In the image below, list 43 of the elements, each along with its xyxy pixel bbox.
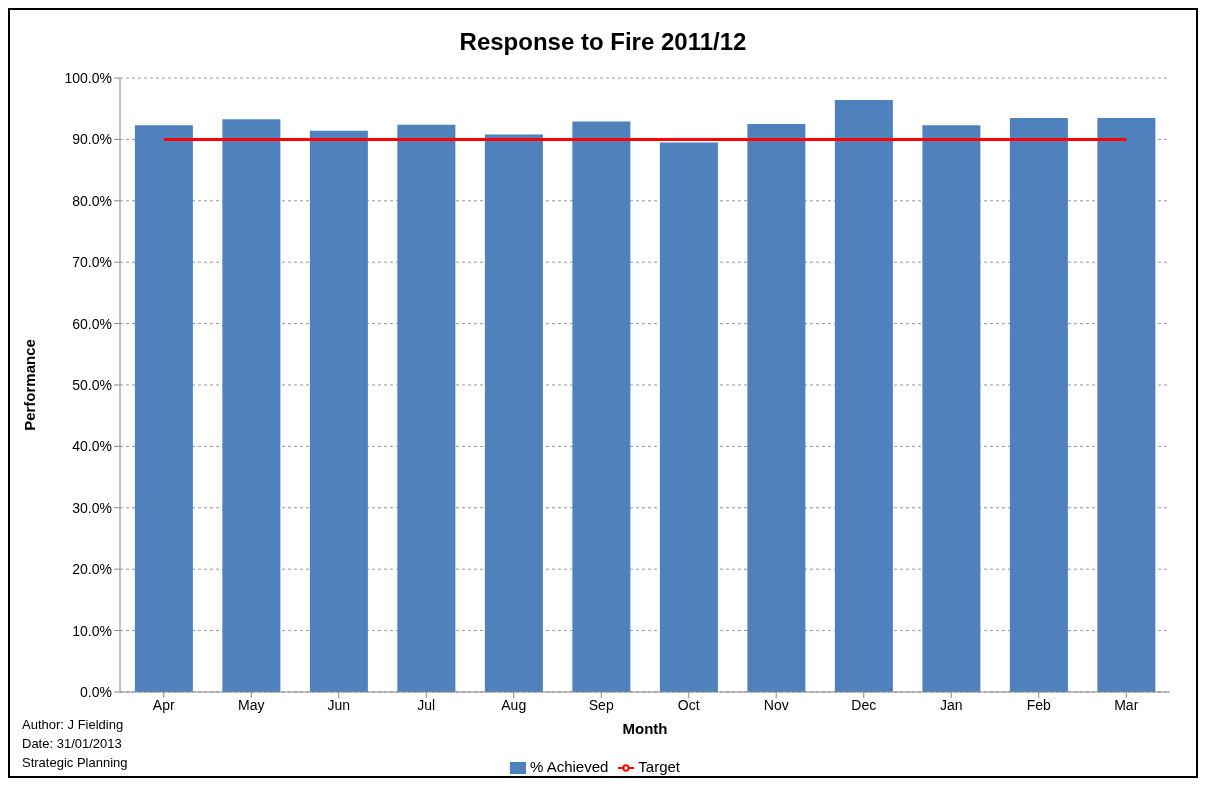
y-tick-label: 40.0%	[72, 438, 112, 455]
x-tick-label: Jun	[327, 696, 351, 713]
x-axis-title: Month	[622, 719, 668, 737]
x-tick-label: Jan	[939, 696, 963, 713]
x-tick-label: Dec	[851, 696, 877, 713]
x-tick-label: Aug	[501, 696, 527, 713]
x-tick-label: Mar	[1114, 696, 1139, 713]
bar	[747, 124, 806, 692]
y-tick-label: 90.0%	[72, 131, 112, 148]
bar	[659, 142, 718, 692]
x-tick-label: May	[238, 696, 265, 713]
text: Date: 31/01/2013	[22, 735, 123, 753]
x-tick-label: Sep	[588, 696, 614, 713]
bar	[1097, 117, 1156, 692]
y-tick-label: 30.0%	[72, 499, 112, 516]
bar	[922, 125, 981, 692]
bar	[222, 119, 281, 692]
bar	[134, 125, 193, 692]
text: Author: J Fielding	[22, 716, 125, 734]
x-tick-label: Apr	[152, 696, 175, 713]
y-tick-label: 50.0%	[72, 376, 112, 393]
text: Strategic Planning	[22, 754, 128, 772]
y-tick-label: 80.0%	[72, 192, 112, 209]
bar	[834, 100, 893, 692]
y-tick-label: 70.0%	[72, 254, 112, 271]
chart-title: Response to Fire 2011/12	[458, 28, 748, 56]
legend-label: % Achieved	[529, 757, 609, 775]
bar	[484, 134, 543, 692]
y-tick-label: 0.0%	[80, 683, 112, 700]
x-tick-label: Jul	[417, 696, 436, 713]
x-tick-label: Feb	[1026, 696, 1052, 713]
y-tick-label: 20.0%	[72, 561, 112, 578]
legend-label: Target	[638, 757, 681, 775]
x-tick-label: Oct	[677, 696, 700, 713]
x-tick-label: Nov	[763, 696, 789, 713]
y-tick-label: 10.0%	[72, 622, 112, 639]
bar	[397, 124, 456, 692]
bar	[309, 130, 368, 692]
bar	[1009, 117, 1068, 692]
y-tick-label: 100.0%	[64, 69, 112, 86]
bar	[572, 121, 631, 692]
y-tick-label: 60.0%	[72, 315, 112, 332]
y-axis-title: Performance	[21, 339, 39, 431]
